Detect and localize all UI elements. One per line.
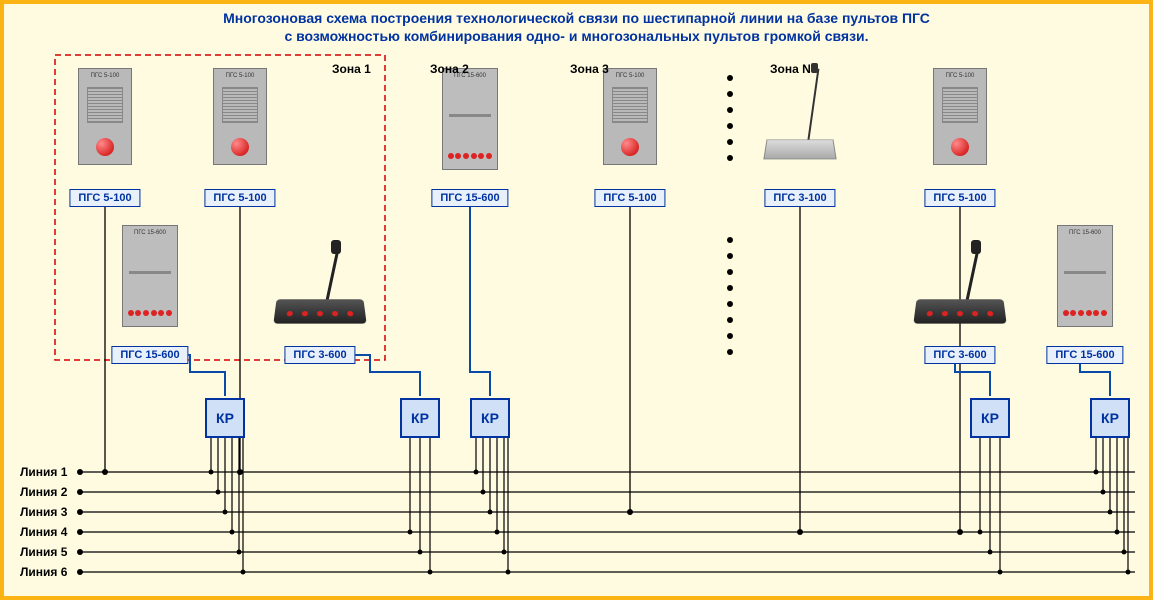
- device-label: ПГС 3-600: [284, 346, 355, 364]
- device-label: ПГС 5-100: [204, 189, 275, 207]
- device-label: ПГС 15-600: [111, 346, 188, 364]
- bus-line-start-dot: [77, 569, 83, 575]
- ellipsis-dot: [727, 139, 733, 145]
- bus-line-label: Линия 1: [20, 465, 67, 479]
- wall-panel-icon: ПГС 5-100: [933, 68, 987, 165]
- bus-line-start-dot: [77, 509, 83, 515]
- junction-dot: [495, 530, 500, 535]
- junction-dot: [474, 470, 479, 475]
- ellipsis-dot: [727, 155, 733, 161]
- bus-line-start-dot: [77, 549, 83, 555]
- desk-mic-icon: [915, 240, 1005, 325]
- multizone-panel-icon: ПГС 15-600: [1057, 225, 1113, 327]
- junction-dot: [978, 530, 983, 535]
- junction-dot: [797, 529, 803, 535]
- junction-dot: [237, 550, 242, 555]
- kr-junction-box: КР: [1090, 398, 1130, 438]
- junction-dot: [1122, 550, 1127, 555]
- junction-dot: [1126, 570, 1131, 575]
- junction-dot: [428, 570, 433, 575]
- multizone-panel-icon: ПГС 15-600: [122, 225, 178, 327]
- device-label: ПГС 15-600: [1046, 346, 1123, 364]
- zone-label: Зона 2: [430, 62, 469, 76]
- zone-label: Зона N: [770, 62, 811, 76]
- multizone-panel-icon: ПГС 15-600: [442, 68, 498, 170]
- desk-mic-icon: [275, 240, 365, 325]
- kr-junction-box: КР: [205, 398, 245, 438]
- ellipsis-dot: [727, 123, 733, 129]
- junction-dot: [627, 509, 633, 515]
- junction-dot: [998, 570, 1003, 575]
- kr-junction-box: КР: [400, 398, 440, 438]
- ellipsis-dot: [727, 91, 733, 97]
- device-label: ПГС 5-100: [924, 189, 995, 207]
- ellipsis-dot: [727, 107, 733, 113]
- junction-dot: [241, 570, 246, 575]
- ellipsis-dot: [727, 349, 733, 355]
- zone-label: Зона 1: [332, 62, 371, 76]
- bus-line-label: Линия 3: [20, 505, 67, 519]
- kr-junction-box: КР: [970, 398, 1010, 438]
- slim-mic-icon: [755, 63, 845, 163]
- junction-dot: [988, 550, 993, 555]
- ellipsis-dot: [727, 333, 733, 339]
- junction-dot: [1094, 470, 1099, 475]
- junction-dot: [502, 550, 507, 555]
- junction-dot: [237, 469, 243, 475]
- junction-dot: [1115, 530, 1120, 535]
- device-label: ПГС 15-600: [431, 189, 508, 207]
- wall-panel-icon: ПГС 5-100: [213, 68, 267, 165]
- junction-dot: [488, 510, 493, 515]
- junction-dot: [1101, 490, 1106, 495]
- junction-dot: [102, 469, 108, 475]
- junction-dot: [506, 570, 511, 575]
- junction-dot: [216, 490, 221, 495]
- wall-panel-icon: ПГС 5-100: [603, 68, 657, 165]
- device-label: ПГС 3-600: [924, 346, 995, 364]
- ellipsis-dot: [727, 269, 733, 275]
- junction-dot: [230, 530, 235, 535]
- device-label: ПГС 3-100: [764, 189, 835, 207]
- wall-panel-icon: ПГС 5-100: [78, 68, 132, 165]
- junction-dot: [408, 530, 413, 535]
- blue-wire: [470, 200, 490, 396]
- junction-dot: [223, 510, 228, 515]
- ellipsis-dot: [727, 253, 733, 259]
- device-label: ПГС 5-100: [69, 189, 140, 207]
- kr-junction-box: КР: [470, 398, 510, 438]
- junction-dot: [209, 470, 214, 475]
- zone-label: Зона 3: [570, 62, 609, 76]
- ellipsis-dot: [727, 301, 733, 307]
- bus-line-start-dot: [77, 489, 83, 495]
- junction-dot: [1108, 510, 1113, 515]
- bus-line-start-dot: [77, 469, 83, 475]
- junction-dot: [957, 529, 963, 535]
- ellipsis-dot: [727, 285, 733, 291]
- junction-dot: [481, 490, 486, 495]
- junction-dot: [418, 550, 423, 555]
- bus-line-label: Линия 6: [20, 565, 67, 579]
- bus-line-start-dot: [77, 529, 83, 535]
- ellipsis-dot: [727, 317, 733, 323]
- bus-line-label: Линия 2: [20, 485, 67, 499]
- bus-line-label: Линия 4: [20, 525, 67, 539]
- ellipsis-dot: [727, 237, 733, 243]
- ellipsis-dot: [727, 75, 733, 81]
- device-label: ПГС 5-100: [594, 189, 665, 207]
- bus-line-label: Линия 5: [20, 545, 67, 559]
